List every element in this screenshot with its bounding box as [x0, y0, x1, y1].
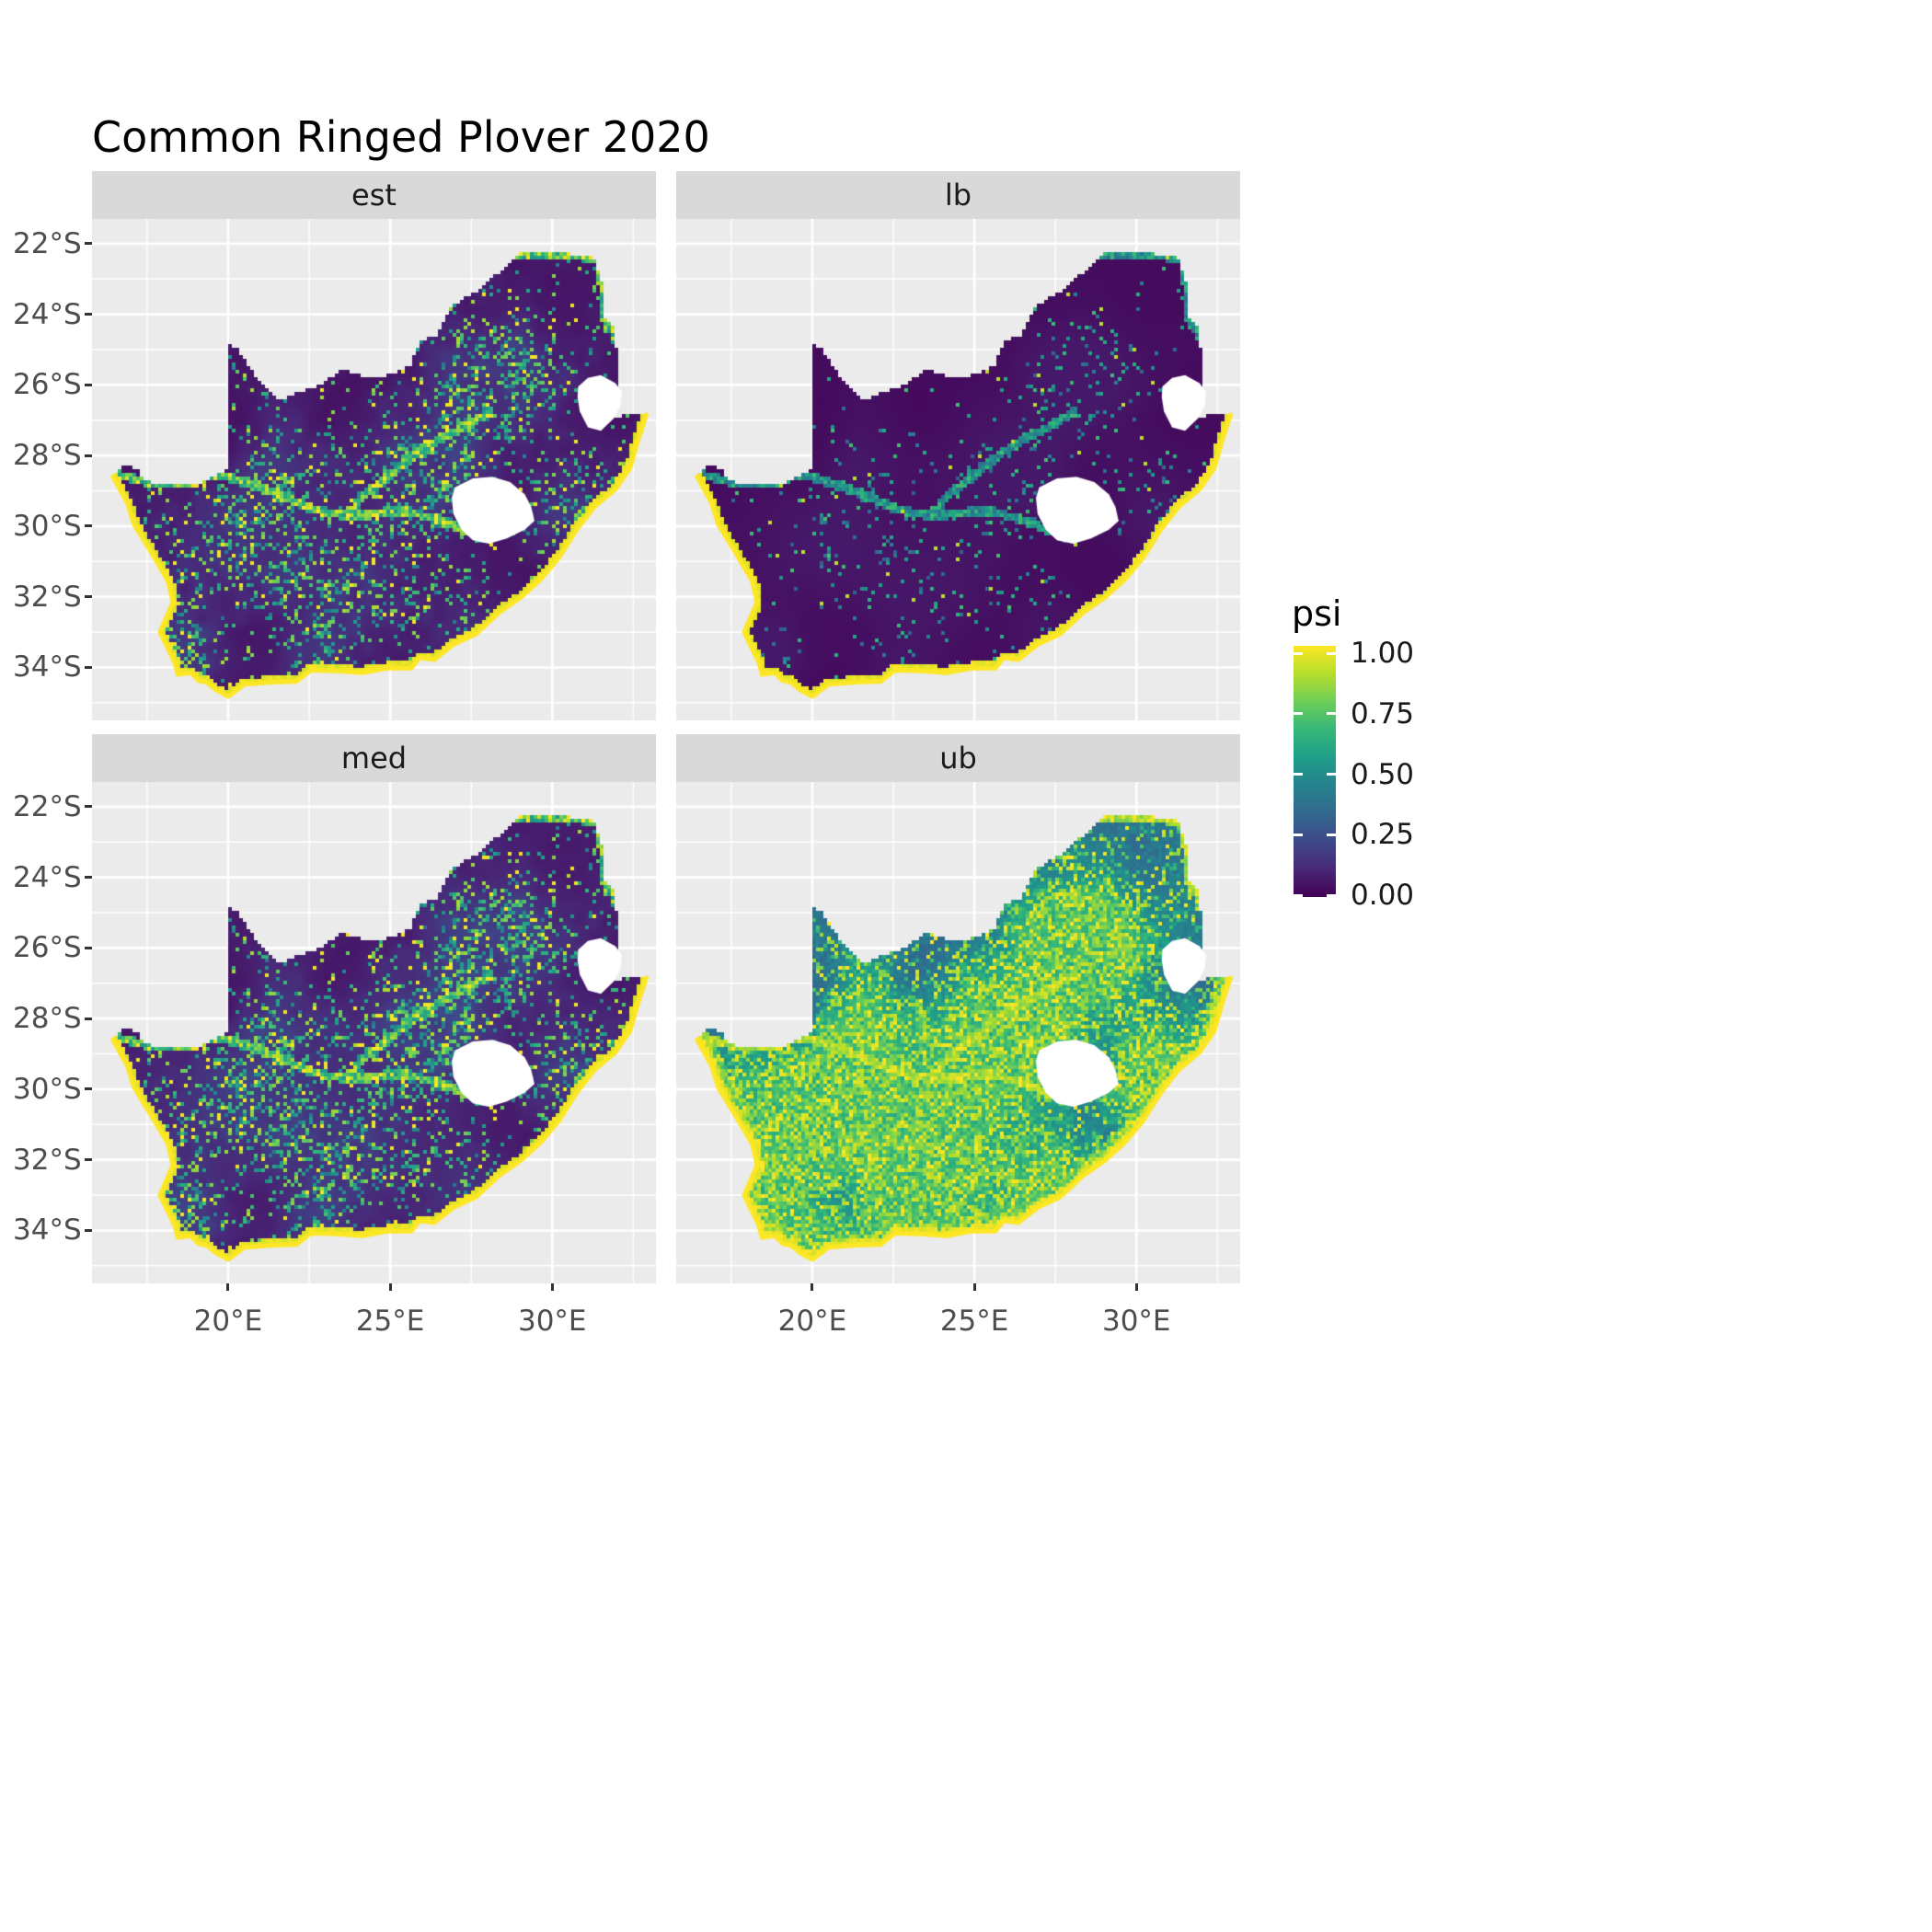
legend-colorbar	[1294, 646, 1336, 897]
facet-strip-med: med	[92, 734, 656, 782]
legend-colorbar-tick	[1327, 773, 1336, 776]
y-tick-label: 22°S	[13, 789, 82, 823]
y-tick-label: 32°S	[13, 1143, 82, 1177]
x-axis-tick	[226, 1283, 230, 1291]
y-tick-label: 22°S	[13, 226, 82, 260]
map-canvas-est	[92, 219, 656, 720]
y-axis-tick	[85, 242, 92, 246]
chart-title: Common Ringed Plover 2020	[92, 112, 710, 162]
x-axis-tick	[811, 1283, 814, 1291]
legend-colorbar-tick	[1327, 833, 1336, 836]
x-axis-tick	[1134, 1283, 1138, 1291]
y-axis-tick	[85, 595, 92, 599]
x-axis-tick	[550, 1283, 554, 1291]
x-tick-label: 25°E	[939, 1305, 1009, 1338]
map-panel-est	[92, 219, 656, 720]
y-axis-tick	[85, 1087, 92, 1091]
x-tick-label: 30°E	[1101, 1305, 1171, 1338]
legend-tick-label: 0.25	[1351, 818, 1415, 851]
y-tick-label: 24°S	[13, 297, 82, 331]
facet-strip-label-ub: ub	[939, 741, 977, 776]
x-tick-label: 25°E	[355, 1305, 425, 1338]
legend-colorbar-tick	[1294, 712, 1303, 716]
y-axis-tick	[85, 1017, 92, 1020]
facet-strip-label-med: med	[340, 741, 408, 776]
map-panel-ub	[676, 782, 1240, 1283]
facet-strip-label-est: est	[351, 178, 397, 213]
y-tick-label: 26°S	[13, 931, 82, 965]
facet-strip-label-lb: lb	[944, 178, 972, 213]
y-tick-label: 28°S	[13, 1002, 82, 1036]
legend-colorbar-tick	[1294, 893, 1303, 897]
legend-tick-label: 0.00	[1351, 879, 1415, 912]
y-tick-label: 28°S	[13, 439, 82, 473]
x-tick-label: 20°E	[777, 1305, 847, 1338]
map-panel-lb	[676, 219, 1240, 720]
y-axis-tick	[85, 665, 92, 669]
legend-title: psi	[1292, 593, 1342, 634]
legend-tick-label: 1.00	[1351, 637, 1415, 670]
y-axis-tick	[85, 1158, 92, 1162]
map-canvas-med	[92, 782, 656, 1283]
legend-tick-label: 0.50	[1351, 758, 1415, 791]
map-panel-med	[92, 782, 656, 1283]
facet-strip-ub: ub	[676, 734, 1240, 782]
y-axis-tick	[85, 876, 92, 880]
legend-tick-label: 0.75	[1351, 697, 1415, 730]
y-tick-label: 30°S	[13, 509, 82, 543]
x-tick-label: 20°E	[193, 1305, 263, 1338]
y-axis-tick	[85, 1228, 92, 1232]
map-canvas-ub	[676, 782, 1240, 1283]
y-tick-label: 34°S	[13, 650, 82, 684]
y-axis-tick	[85, 383, 92, 386]
y-tick-label: 32°S	[13, 580, 82, 614]
y-tick-label: 26°S	[13, 368, 82, 402]
legend-colorbar-tick	[1327, 712, 1336, 716]
y-axis-tick	[85, 454, 92, 457]
y-tick-label: 24°S	[13, 860, 82, 894]
legend-colorbar-tick	[1327, 651, 1336, 655]
legend-colorbar-tick	[1294, 773, 1303, 776]
y-axis-tick	[85, 313, 92, 316]
legend-colorbar-tick	[1294, 833, 1303, 836]
y-tick-label: 30°S	[13, 1072, 82, 1106]
x-axis-tick	[972, 1283, 976, 1291]
legend-colorbar-tick	[1294, 651, 1303, 655]
map-canvas-lb	[676, 219, 1240, 720]
facet-strip-est: est	[92, 171, 656, 219]
facet-strip-lb: lb	[676, 171, 1240, 219]
y-axis-tick	[85, 946, 92, 949]
legend-colorbar-tick	[1327, 893, 1336, 897]
x-axis-tick	[388, 1283, 392, 1291]
y-tick-label: 34°S	[13, 1213, 82, 1248]
y-axis-tick	[85, 524, 92, 528]
x-tick-label: 30°E	[517, 1305, 587, 1338]
y-axis-tick	[85, 805, 92, 809]
